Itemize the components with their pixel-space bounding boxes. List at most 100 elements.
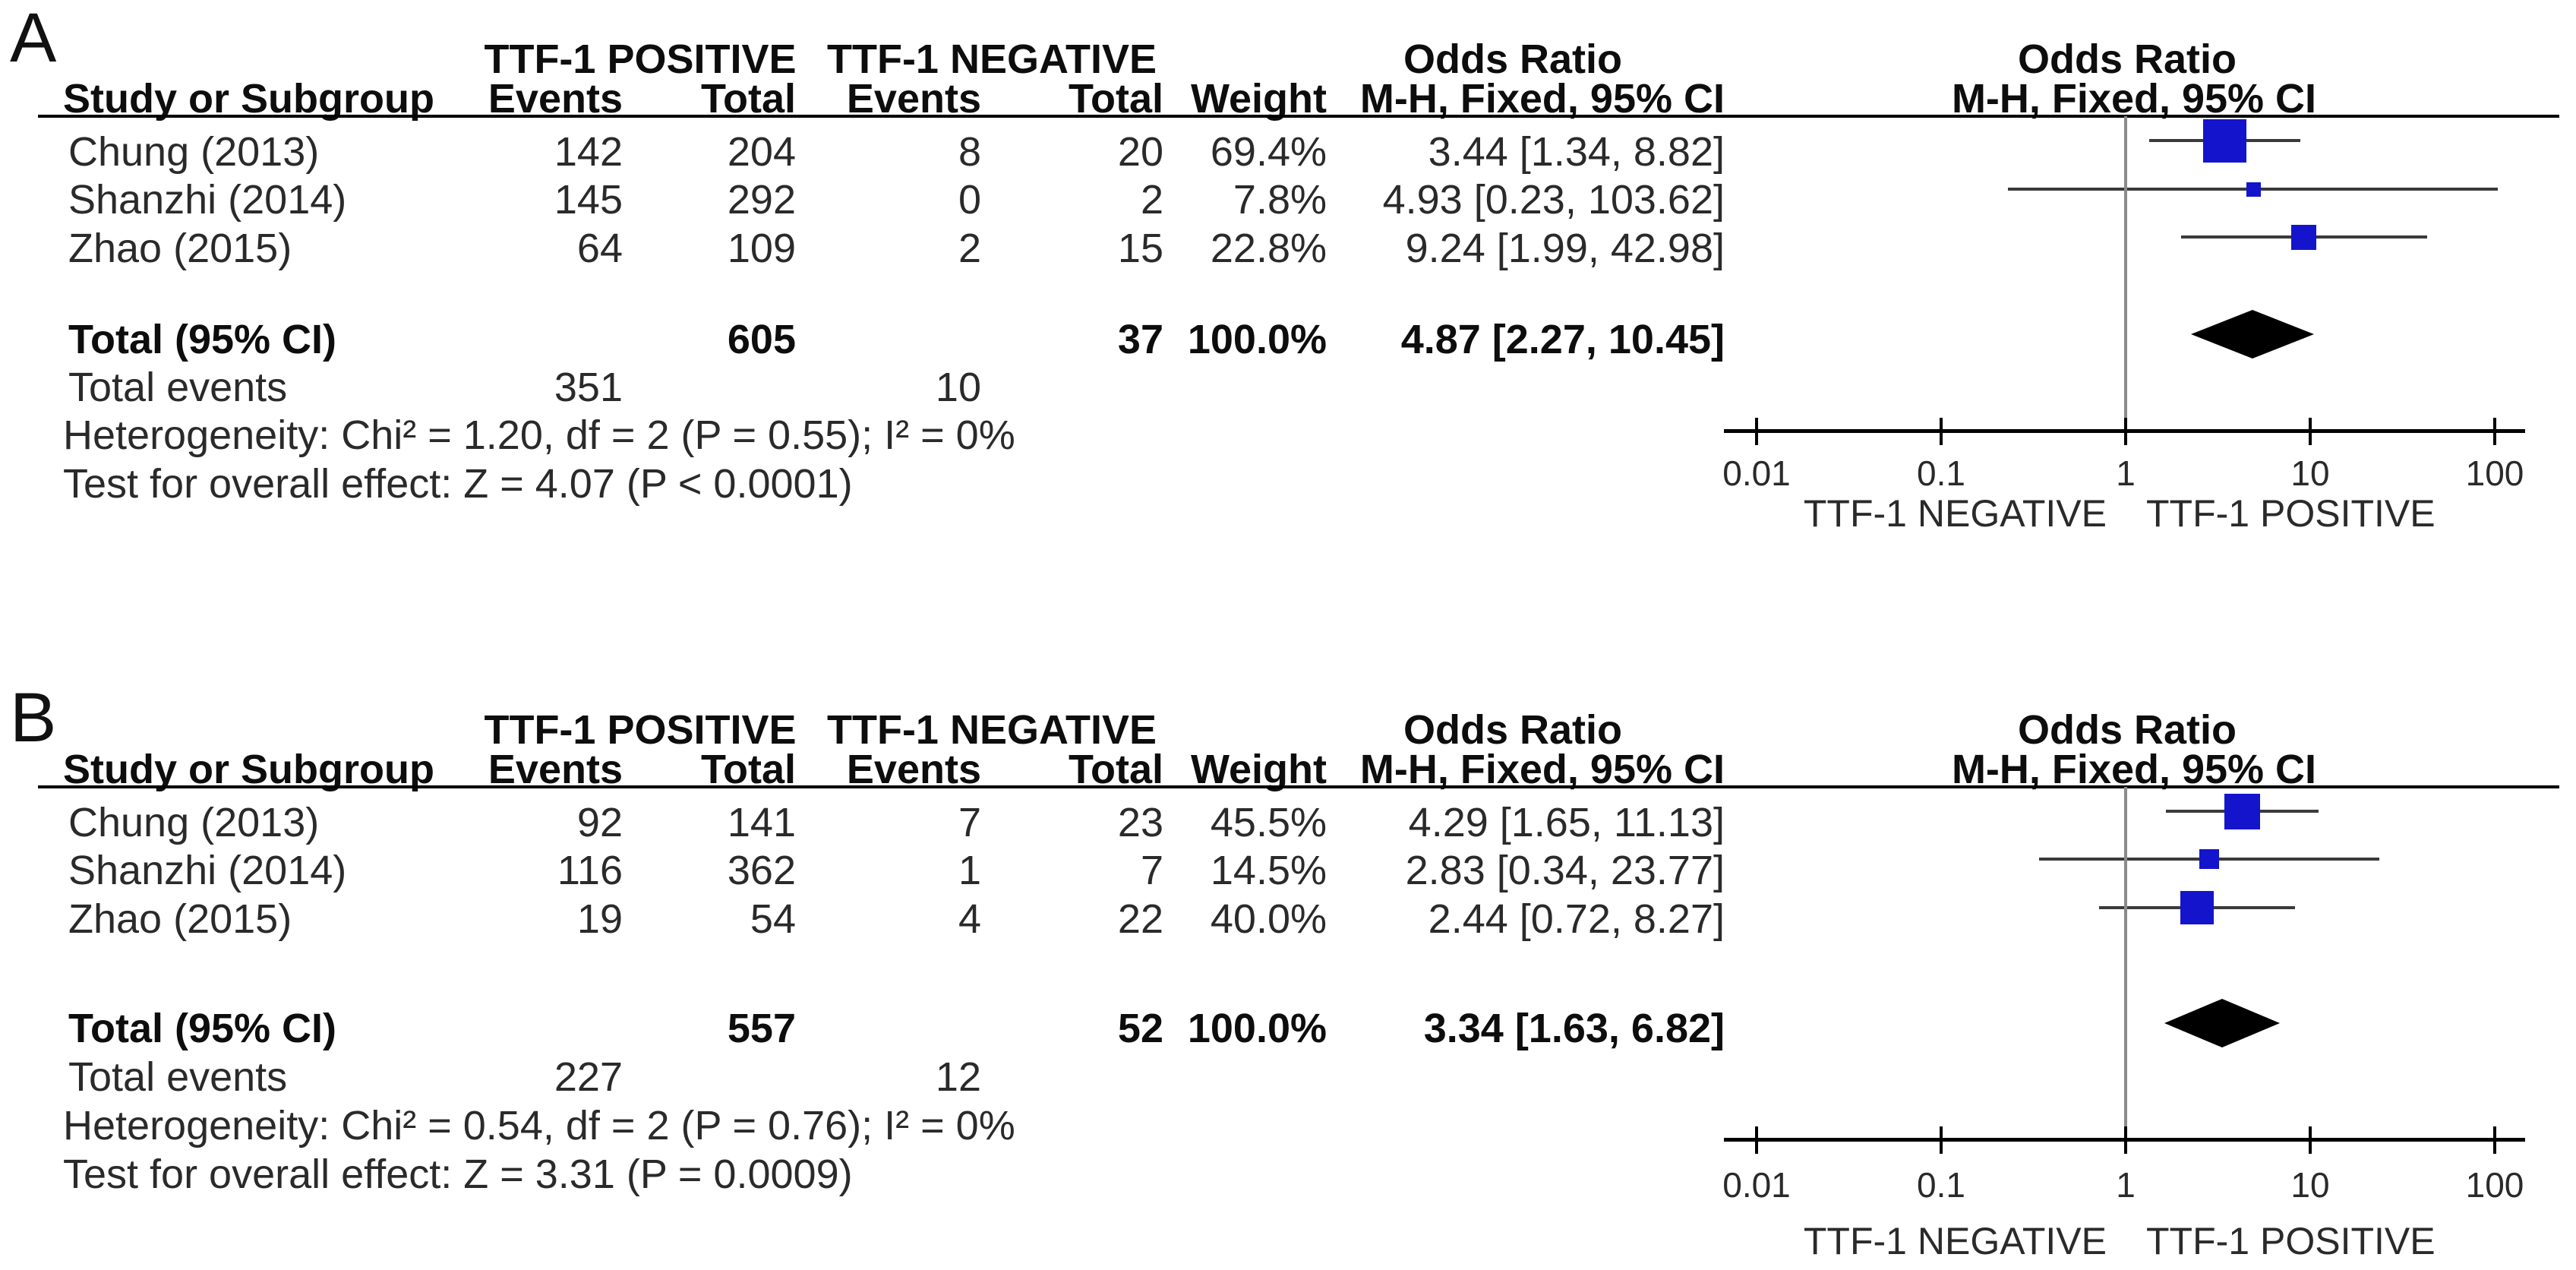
pooled-diamond [2164, 999, 2280, 1047]
panel-a-plot-or-header: Odds Ratio [2017, 36, 2237, 82]
or-square [2291, 225, 2316, 250]
total-events-label: Total events [68, 1054, 288, 1100]
panel-b-total-pos-header: Total [701, 747, 796, 792]
panel-a-weight-header: Weight [1191, 76, 1327, 122]
events-neg-value: 4 [958, 896, 981, 942]
pooled-or-ci: 4.87 [2.27, 10.45] [1400, 317, 1725, 362]
panel-b-total-neg-header: Total [1069, 747, 1163, 792]
total-neg-value: 23 [1117, 800, 1163, 845]
overall-effect-text: Test for overall effect: Z = 3.31 (P = 0… [63, 1152, 853, 1197]
total-pos-value: 109 [727, 226, 796, 271]
total-row-label: Total (95% CI) [68, 317, 337, 362]
study-name: Zhao (2015) [68, 896, 292, 942]
or-square [2199, 849, 2219, 869]
or-ci-value: 2.83 [0.34, 23.77] [1405, 848, 1725, 893]
events-pos-value: 92 [576, 800, 623, 845]
axis-tick-label: 100 [2465, 453, 2524, 493]
events-pos-value: 145 [554, 177, 623, 223]
study-name: Shanzhi (2014) [68, 848, 347, 893]
study-name: Chung (2013) [68, 800, 320, 845]
panel-a-total-pos-header: Total [701, 76, 796, 122]
total-events-neg: 12 [935, 1054, 981, 1100]
study-name: Shanzhi (2014) [68, 177, 347, 223]
events-neg-value: 7 [958, 800, 981, 845]
axis-tick [1755, 1126, 1758, 1154]
study-name: Zhao (2015) [68, 226, 292, 271]
reference-line [2124, 116, 2127, 431]
panel-a-events-neg-header: Events [846, 76, 981, 122]
panel-a-header-rule [38, 115, 2559, 118]
axis-tick [2493, 418, 2496, 445]
axis-tick-label: 1 [2116, 1165, 2136, 1205]
panel-a-label: A [10, 0, 57, 77]
axis-tick-label: 0.1 [1917, 1165, 1965, 1205]
axis-caption-left: TTF-1 NEGATIVE [1803, 491, 2107, 535]
total-pos-sum: 605 [727, 317, 796, 362]
total-neg-value: 15 [1117, 226, 1163, 271]
heterogeneity-text: Heterogeneity: Chi² = 1.20, df = 2 (P = … [63, 412, 1015, 458]
or-ci-value: 9.24 [1.99, 42.98] [1405, 226, 1725, 271]
axis-tick [1940, 1126, 1943, 1154]
axis-tick-label: 0.01 [1722, 453, 1791, 493]
weight-value: 40.0% [1210, 896, 1327, 942]
total-events-label: Total events [68, 365, 288, 410]
weight-value: 45.5% [1210, 800, 1327, 845]
total-pos-value: 204 [727, 129, 796, 175]
total-neg-value: 2 [1140, 177, 1163, 223]
events-neg-value: 8 [958, 129, 981, 175]
axis-caption-left: TTF-1 NEGATIVE [1803, 1219, 2107, 1262]
total-pos-value: 362 [727, 848, 796, 893]
panel-a-pos-group-header: TTF-1 POSITIVE [484, 36, 797, 82]
events-neg-value: 0 [958, 177, 981, 223]
panel-a-mh-header: M-H, Fixed, 95% CI [1359, 76, 1725, 122]
panel-b-weight-header: Weight [1191, 747, 1327, 792]
or-ci-value: 4.93 [0.23, 103.62] [1382, 177, 1725, 223]
or-ci-value: 2.44 [0.72, 8.27] [1428, 896, 1725, 942]
axis-tick-label: 10 [2290, 1165, 2330, 1205]
reference-line [2124, 787, 2127, 1139]
axis-tick [2124, 418, 2127, 445]
panel-a-or-column-header: Odds Ratio [1403, 36, 1623, 82]
axis-tick-label: 0.1 [1917, 453, 1965, 493]
panel-a-plot-mh-header: M-H, Fixed, 95% CI [1951, 76, 2317, 122]
weight-value: 69.4% [1210, 129, 1327, 175]
weight-value: 22.8% [1210, 226, 1327, 271]
pooled-diamond [2191, 310, 2314, 359]
or-square [2224, 794, 2260, 829]
total-pos-value: 141 [727, 800, 796, 845]
total-events-pos: 227 [554, 1054, 623, 1100]
weight-value: 14.5% [1210, 848, 1327, 893]
events-pos-value: 142 [554, 129, 623, 175]
panel-b-plot-mh-header: M-H, Fixed, 95% CI [1951, 747, 2317, 792]
events-neg-value: 1 [958, 848, 981, 893]
or-ci-value: 4.29 [1.65, 11.13] [1408, 800, 1725, 845]
axis-tick-label: 10 [2290, 453, 2330, 493]
study-name: Chung (2013) [68, 129, 320, 175]
panel-b-events-neg-header: Events [846, 747, 981, 792]
axis-tick-label: 1 [2116, 453, 2136, 493]
panel-b-study-header: Study or Subgroup [63, 747, 434, 792]
panel-b-label: B [10, 679, 57, 757]
total-weight: 100.0% [1187, 1006, 1327, 1051]
pooled-or-ci: 3.34 [1.63, 6.82] [1423, 1006, 1725, 1051]
total-events-pos: 351 [554, 365, 623, 410]
axis-tick [2124, 1126, 2127, 1154]
total-neg-sum: 52 [1117, 1006, 1163, 1051]
or-ci-value: 3.44 [1.34, 8.82] [1428, 129, 1725, 175]
axis-tick [1940, 418, 1943, 445]
axis-tick [2493, 1126, 2496, 1154]
overall-effect-text: Test for overall effect: Z = 4.07 (P < 0… [63, 461, 853, 507]
total-neg-sum: 37 [1117, 317, 1163, 362]
events-pos-value: 19 [576, 896, 623, 942]
panel-b-mh-header: M-H, Fixed, 95% CI [1359, 747, 1725, 792]
total-pos-value: 292 [727, 177, 796, 223]
total-pos-sum: 557 [727, 1006, 796, 1051]
panel-b-pos-group-header: TTF-1 POSITIVE [484, 707, 797, 753]
weight-value: 7.8% [1233, 177, 1327, 223]
axis-tick [1755, 418, 1758, 445]
total-events-neg: 10 [935, 365, 981, 410]
total-neg-value: 7 [1140, 848, 1163, 893]
axis-tick-label: 100 [2465, 1165, 2524, 1205]
or-square [2246, 182, 2261, 197]
